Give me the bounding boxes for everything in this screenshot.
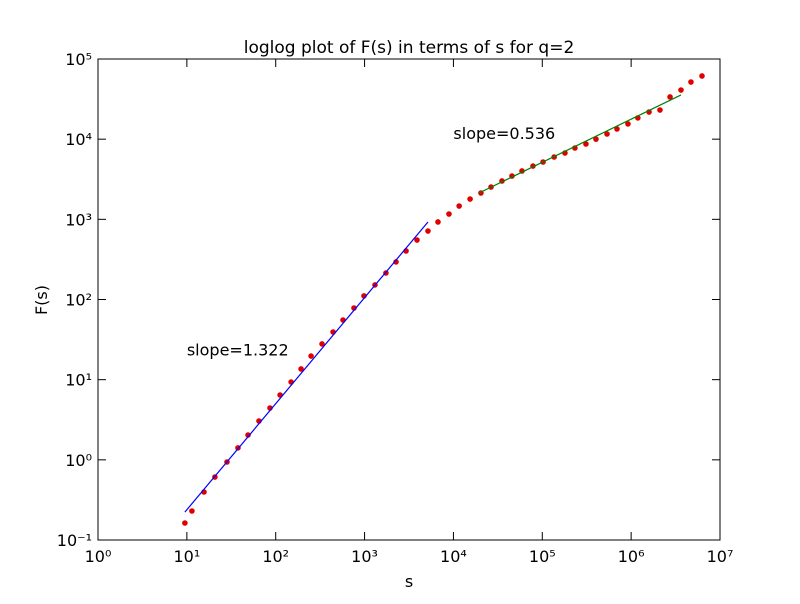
x-tick-label: 10⁶ bbox=[618, 547, 645, 566]
x-tick-label: 10⁰ bbox=[85, 547, 112, 566]
fit-line bbox=[184, 221, 429, 513]
y-axis-label: F(s) bbox=[32, 285, 51, 315]
x-tick-label: 10¹ bbox=[173, 547, 200, 566]
x-tick-label: 10⁷ bbox=[707, 547, 734, 566]
data-point bbox=[425, 228, 431, 234]
data-point bbox=[340, 317, 346, 323]
data-point bbox=[614, 126, 620, 132]
data-point bbox=[414, 237, 420, 243]
data-point bbox=[435, 219, 441, 225]
data-point bbox=[625, 121, 631, 127]
data-point bbox=[189, 508, 195, 514]
x-tick-label: 10⁴ bbox=[440, 547, 467, 566]
x-tick-label: 10³ bbox=[351, 547, 378, 566]
data-point bbox=[593, 136, 599, 142]
annotation: slope=0.536 bbox=[453, 124, 555, 143]
y-tick-label: 10¹ bbox=[65, 371, 92, 390]
data-point bbox=[456, 203, 462, 209]
x-tick-label: 10⁵ bbox=[529, 547, 556, 566]
data-point bbox=[604, 131, 610, 137]
plot-frame bbox=[97, 58, 721, 541]
data-point bbox=[699, 73, 705, 79]
data-point bbox=[678, 87, 684, 93]
data-point bbox=[298, 366, 304, 372]
data-point bbox=[467, 196, 473, 202]
y-tick-label: 10⁴ bbox=[65, 130, 92, 149]
data-point bbox=[319, 341, 325, 347]
data-point bbox=[667, 94, 673, 100]
fit-line bbox=[478, 94, 682, 194]
data-point bbox=[308, 353, 314, 359]
y-tick-label: 10⁵ bbox=[65, 50, 92, 69]
data-point bbox=[245, 432, 251, 438]
data-point bbox=[393, 259, 399, 265]
y-tick-label: 10³ bbox=[65, 210, 92, 229]
data-point bbox=[688, 79, 694, 85]
data-point bbox=[446, 211, 452, 217]
y-tick-label: 10⁻¹ bbox=[57, 531, 92, 550]
data-point bbox=[657, 107, 663, 113]
data-point bbox=[288, 379, 294, 385]
data-point bbox=[583, 141, 589, 147]
x-axis-label: s bbox=[405, 572, 413, 591]
y-tick-label: 10⁰ bbox=[65, 451, 92, 470]
annotation: slope=1.322 bbox=[187, 341, 289, 360]
x-tick-label: 10² bbox=[262, 547, 289, 566]
chart-title: loglog plot of F(s) in terms of s for q=… bbox=[244, 38, 575, 58]
data-point bbox=[182, 520, 188, 526]
y-tick-label: 10² bbox=[65, 291, 92, 310]
